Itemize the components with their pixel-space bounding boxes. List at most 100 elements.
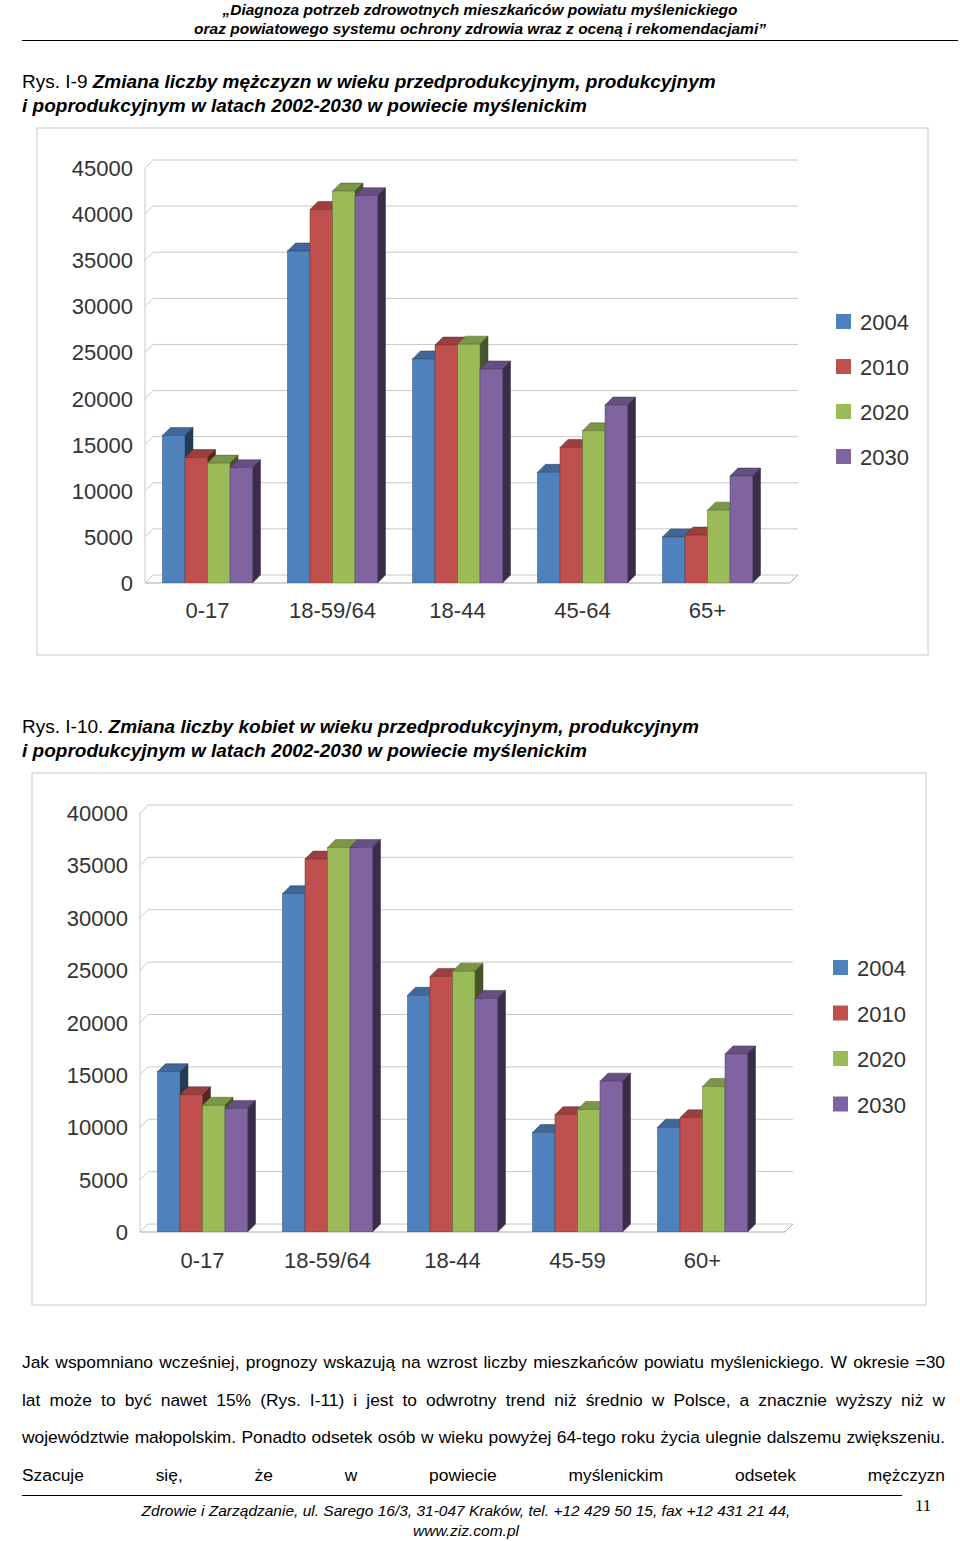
y-tick-label: 15000 bbox=[72, 433, 133, 458]
bar bbox=[350, 848, 373, 1232]
bar bbox=[203, 1105, 226, 1232]
legend-label: 2010 bbox=[860, 355, 909, 380]
title-line: Rys. I-9 Zmiana liczby mężczyzn w wieku … bbox=[22, 70, 952, 94]
bar bbox=[480, 369, 503, 583]
y-tick-label: 25000 bbox=[67, 958, 128, 983]
category-label: 18-44 bbox=[429, 598, 485, 623]
y-tick-label: 10000 bbox=[67, 1115, 128, 1140]
category-label: 18-44 bbox=[424, 1248, 480, 1273]
legend-label: 2010 bbox=[857, 1002, 906, 1027]
header-line: „Diagnoza potrzeb zdrowotnych mieszkańcó… bbox=[0, 0, 960, 19]
bar bbox=[703, 1086, 726, 1232]
y-axis bbox=[145, 168, 146, 583]
chart: 0500010000150002000025000300003500040000… bbox=[32, 773, 926, 1305]
bar-side bbox=[503, 361, 511, 583]
legend-label: 2004 bbox=[857, 956, 906, 981]
paragraph: Jak wspomniano wcześniej, prognozy wskaz… bbox=[22, 1344, 945, 1494]
bar bbox=[163, 435, 186, 583]
category-label: 0-17 bbox=[185, 598, 229, 623]
title-text: i poprodukcyjnym w latach 2002-2030 w po… bbox=[22, 740, 587, 761]
legend-label: 2004 bbox=[860, 310, 909, 335]
legend-swatch bbox=[836, 359, 851, 374]
bar bbox=[600, 1081, 623, 1232]
legend-label: 2020 bbox=[860, 400, 909, 425]
legend-swatch bbox=[836, 314, 851, 329]
legend-label: 2030 bbox=[860, 445, 909, 470]
category-label: 65+ bbox=[689, 598, 726, 623]
bars bbox=[163, 183, 761, 583]
grid-line bbox=[145, 298, 798, 306]
bar bbox=[230, 468, 253, 583]
y-tick-label: 25000 bbox=[72, 340, 133, 365]
bar-side bbox=[253, 460, 261, 583]
legend-label: 2020 bbox=[857, 1047, 906, 1072]
legend-swatch bbox=[836, 449, 851, 464]
bar bbox=[158, 1072, 181, 1232]
bars bbox=[158, 840, 756, 1232]
y-tick-label: 0 bbox=[116, 1220, 128, 1245]
bar-side bbox=[753, 468, 761, 583]
bar bbox=[538, 472, 561, 583]
y-tick-label: 40000 bbox=[72, 202, 133, 227]
bar bbox=[328, 848, 351, 1232]
bar bbox=[408, 995, 431, 1232]
y-tick-label: 5000 bbox=[84, 525, 133, 550]
y-tick-label: 0 bbox=[121, 571, 133, 596]
bar bbox=[355, 196, 378, 583]
y-tick-label: 35000 bbox=[72, 248, 133, 273]
y-tick-label: 5000 bbox=[79, 1168, 128, 1193]
y-tick-label: 45000 bbox=[72, 156, 133, 181]
bar bbox=[435, 345, 458, 583]
grid-line bbox=[140, 910, 793, 918]
legend-swatch bbox=[833, 960, 848, 975]
y-axis bbox=[140, 813, 141, 1232]
bar bbox=[730, 476, 753, 583]
chart: 0500010000150002000025000300003500040000… bbox=[37, 128, 928, 655]
bar bbox=[680, 1118, 703, 1232]
grid-line bbox=[145, 252, 798, 260]
legend-swatch bbox=[833, 1097, 848, 1112]
title-text: Zmiana liczby kobiet w wieku przedproduk… bbox=[109, 716, 699, 737]
y-tick-label: 35000 bbox=[67, 853, 128, 878]
y-tick-label: 15000 bbox=[67, 1063, 128, 1088]
y-tick-label: 30000 bbox=[67, 906, 128, 931]
category-label: 0-17 bbox=[180, 1248, 224, 1273]
bar bbox=[560, 447, 583, 583]
bar bbox=[413, 359, 436, 583]
bar bbox=[458, 344, 481, 583]
y-tick-label: 40000 bbox=[67, 801, 128, 826]
bar bbox=[605, 405, 628, 583]
bar bbox=[578, 1109, 601, 1232]
bar bbox=[208, 463, 231, 583]
bar-side bbox=[248, 1100, 256, 1232]
legend-swatch bbox=[833, 1051, 848, 1066]
footer-text: Zdrowie i Zarządzanie, ul. Sarego 16/3, … bbox=[0, 1501, 932, 1521]
bar bbox=[725, 1054, 748, 1232]
grid-line bbox=[145, 206, 798, 214]
grid-line bbox=[145, 160, 798, 168]
bar bbox=[288, 251, 311, 583]
bar bbox=[555, 1115, 578, 1232]
category-label: 18-59/64 bbox=[289, 598, 376, 623]
bar bbox=[453, 971, 476, 1232]
footer-url: www.ziz.com.pl bbox=[0, 1521, 932, 1541]
y-tick-label: 20000 bbox=[72, 387, 133, 412]
charts: 0 5000 10000 15000 20000 25000 30000 35000 40000… bbox=[0, 0, 960, 1541]
title-line: Rys. I-10. Zmiana liczby kobiet w wieku … bbox=[22, 715, 952, 739]
footer-rule bbox=[22, 1495, 902, 1496]
bar bbox=[583, 431, 606, 583]
figure-label: Rys. I-9 bbox=[22, 71, 87, 92]
bar bbox=[310, 210, 333, 584]
title-line: i poprodukcyjnym w latach 2002-2030 w po… bbox=[22, 739, 952, 763]
header-rule bbox=[22, 40, 958, 41]
bar bbox=[663, 537, 686, 583]
bar bbox=[305, 859, 328, 1232]
bar-side bbox=[748, 1046, 756, 1232]
legend-label: 2030 bbox=[857, 1093, 906, 1118]
figure-label: Rys. I-10. bbox=[22, 716, 103, 737]
bar-side bbox=[498, 990, 506, 1232]
bar-side bbox=[373, 840, 381, 1232]
header-line: oraz powiatowego systemu ochrony zdrowia… bbox=[0, 19, 960, 38]
title-line: i poprodukcyjnym w latach 2002-2030 w po… bbox=[22, 94, 952, 118]
grid-line bbox=[140, 857, 793, 865]
